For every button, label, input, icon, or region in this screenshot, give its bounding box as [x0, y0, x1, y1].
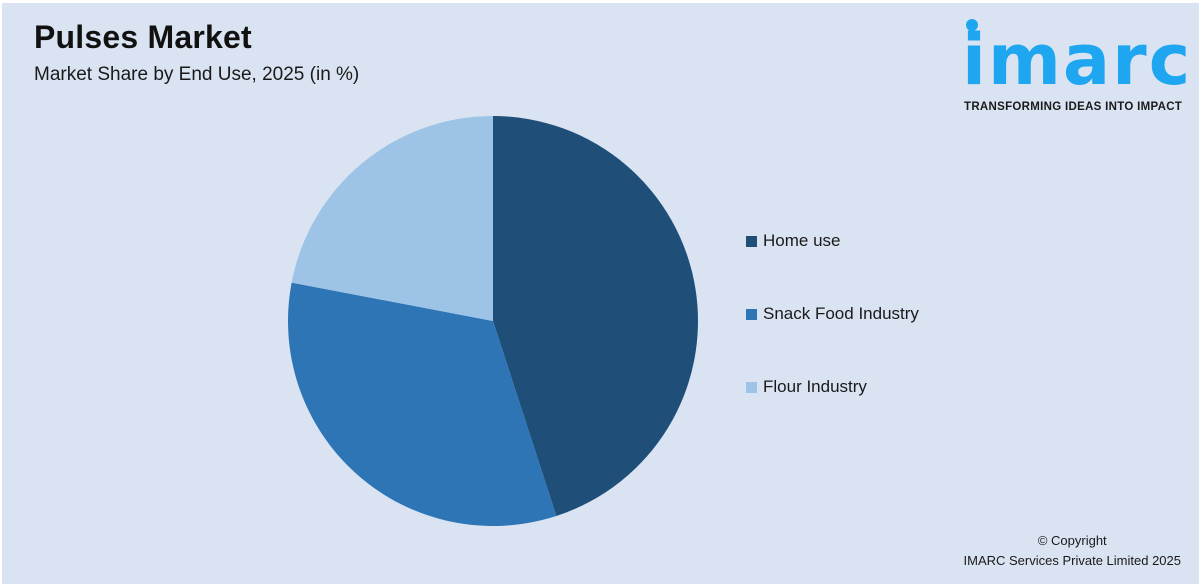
pie-slice-flour-industry — [291, 116, 493, 321]
company-line: IMARC Services Private Limited 2025 — [963, 553, 1181, 568]
logo-dot-icon — [966, 19, 978, 31]
legend-item-snack-food-industry: Snack Food Industry — [746, 302, 919, 326]
copyright-line: © Copyright — [1037, 533, 1107, 548]
chart-title: Pulses Market — [34, 19, 252, 55]
pie-chart — [287, 116, 698, 526]
pie-slice-snack-food-industry — [287, 282, 557, 526]
logo-wordmark: imarc — [962, 19, 1193, 101]
pie-slice-home-use — [493, 116, 698, 516]
legend-label: Flour Industry — [763, 377, 867, 396]
legend-swatch-icon — [746, 381, 757, 393]
chart-subtitle: Market Share by End Use, 2025 (in %) — [34, 64, 360, 85]
copyright-footer: © Copyright IMARC Services Private Limit… — [964, 531, 1181, 571]
legend-swatch-icon — [746, 235, 757, 247]
imarc-logo: imarc TRANSFORMING IDEAS INTO IMPACT — [960, 17, 1196, 117]
legend-item-home-use: Home use — [746, 229, 919, 253]
legend-item-flour-industry: Flour Industry — [746, 375, 919, 399]
legend-swatch-icon — [746, 308, 757, 320]
chart-frame: Pulses Market Market Share by End Use, 2… — [2, 3, 1199, 584]
chart-legend: Home use Snack Food Industry Flour Indus… — [746, 229, 919, 448]
logo-tagline: TRANSFORMING IDEAS INTO IMPACT — [964, 101, 1183, 113]
legend-label: Home use — [763, 231, 841, 250]
legend-label: Snack Food Industry — [763, 304, 919, 323]
